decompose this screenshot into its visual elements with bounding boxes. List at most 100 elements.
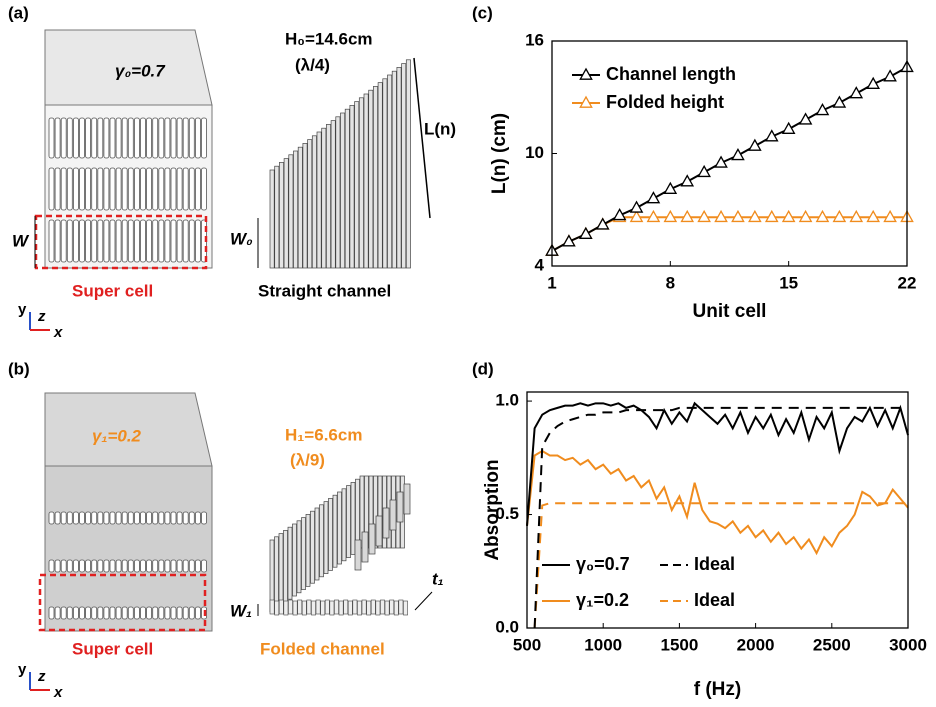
axis-x: x — [53, 324, 63, 341]
plate — [314, 507, 320, 581]
slat — [170, 167, 177, 211]
plate — [375, 515, 383, 547]
plate — [368, 523, 376, 555]
x-tick-label: 1000 — [584, 635, 622, 654]
plate — [396, 67, 402, 269]
slat — [140, 117, 146, 159]
axis-y: y — [18, 661, 27, 678]
x-tick-label: 500 — [513, 635, 541, 654]
marker — [815, 103, 830, 116]
slat — [109, 219, 116, 263]
plate — [403, 483, 411, 515]
plate — [377, 82, 383, 269]
y-tick-label: 0.5 — [495, 504, 519, 523]
axis-glyph: y z x — [18, 661, 63, 701]
slat — [194, 219, 201, 263]
plate — [335, 116, 341, 269]
slat — [152, 606, 159, 620]
plate — [329, 600, 335, 616]
slat — [176, 167, 183, 211]
plate — [382, 78, 388, 269]
slat — [79, 167, 85, 211]
slat — [60, 511, 67, 525]
plate — [306, 599, 312, 615]
slat — [66, 219, 73, 263]
slat — [164, 511, 171, 525]
plate — [274, 165, 280, 269]
slat — [85, 559, 91, 573]
plate — [323, 501, 329, 574]
slat — [127, 117, 134, 159]
plate — [398, 599, 404, 615]
slat — [164, 117, 171, 159]
slat — [164, 606, 171, 620]
slat — [182, 117, 189, 159]
slat — [103, 117, 110, 159]
slat — [66, 511, 73, 525]
slat — [109, 117, 116, 159]
y-tick-label: 16 — [525, 30, 544, 49]
marker — [832, 95, 847, 108]
plate — [311, 135, 317, 269]
marker — [849, 209, 864, 223]
slat — [48, 117, 55, 159]
panel-label: (a) — [8, 3, 29, 22]
slat — [170, 606, 177, 620]
slat — [133, 559, 140, 573]
slat — [176, 559, 183, 573]
plate — [375, 600, 381, 616]
plate — [389, 499, 397, 531]
slat — [60, 117, 67, 159]
slat — [182, 511, 189, 525]
slat — [54, 167, 61, 211]
slat — [146, 559, 153, 573]
height-label: H₁=6.6cm — [285, 425, 362, 444]
cell-label: Super cell — [72, 639, 153, 658]
plate — [338, 600, 344, 616]
slat — [201, 117, 207, 159]
slat — [158, 559, 165, 573]
slat — [85, 117, 91, 159]
legend-label: Folded height — [606, 92, 724, 112]
plate — [346, 485, 351, 558]
plate — [405, 59, 411, 269]
slats — [48, 511, 207, 620]
plate — [288, 154, 294, 269]
plate — [311, 600, 316, 616]
marker — [562, 234, 576, 247]
plate — [363, 93, 369, 269]
slat — [91, 219, 98, 263]
slat — [188, 219, 195, 263]
plate — [352, 599, 358, 615]
super-cell-frame — [34, 214, 208, 270]
plate — [324, 599, 330, 615]
plate — [292, 600, 298, 616]
slat — [109, 559, 116, 573]
plate — [343, 599, 349, 615]
slat — [115, 606, 122, 620]
slat — [201, 511, 207, 525]
slat — [97, 559, 104, 573]
plate — [401, 63, 407, 269]
x-tick-label: 8 — [666, 273, 675, 292]
slat — [152, 219, 159, 263]
slat — [170, 219, 177, 263]
marker — [748, 138, 762, 151]
slat — [79, 606, 85, 620]
slat — [79, 511, 85, 525]
plate — [288, 599, 293, 615]
plate — [361, 531, 369, 563]
slat — [103, 606, 110, 620]
slat — [85, 167, 91, 211]
slat — [115, 559, 122, 573]
plate — [296, 520, 302, 594]
plate — [301, 600, 307, 616]
slat — [188, 117, 195, 159]
slat — [97, 167, 104, 211]
plate — [321, 127, 327, 269]
series-line — [533, 502, 908, 629]
plate — [332, 494, 338, 568]
slat — [109, 167, 116, 211]
length-label: L(n) — [424, 119, 456, 138]
slat — [79, 117, 85, 159]
